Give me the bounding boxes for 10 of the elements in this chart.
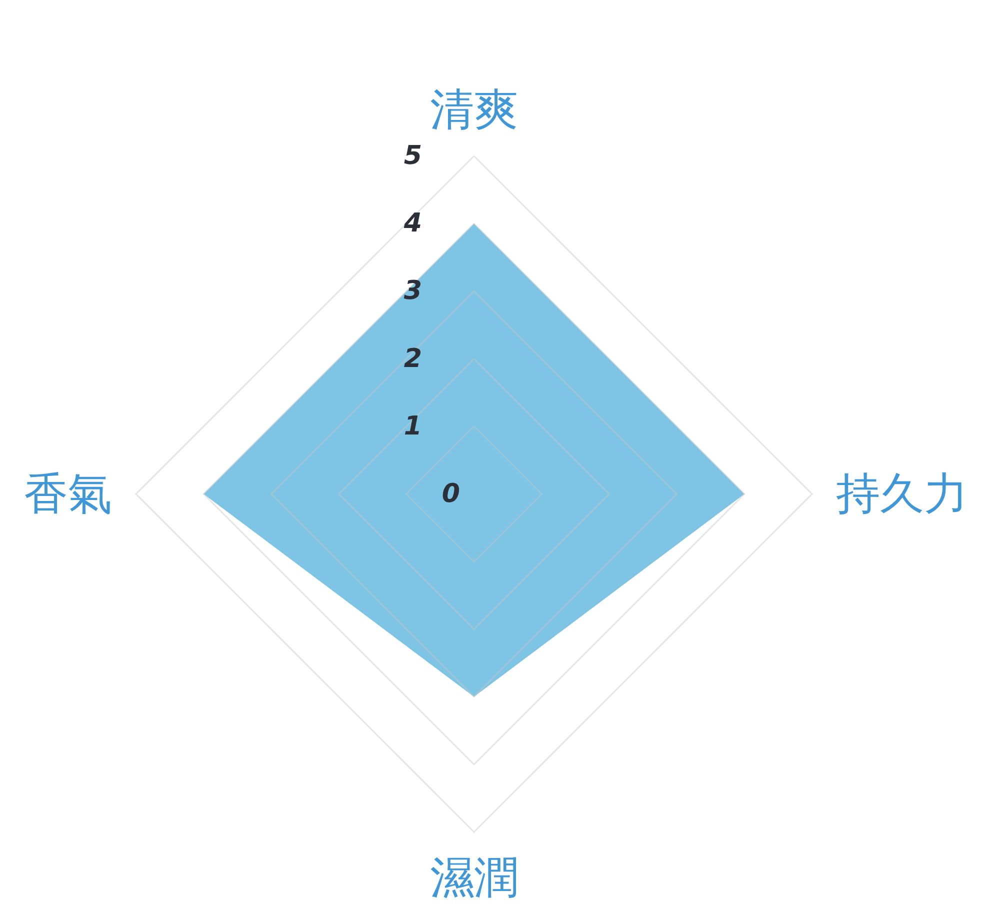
y-tick-label: 3 [404, 276, 422, 306]
spoke-label: 持久力 [836, 468, 968, 520]
y-tick-label: 2 [404, 344, 422, 374]
spoke-label: 濕潤 [430, 852, 518, 904]
y-tick-label: 5 [404, 141, 422, 171]
y-tick-label: 4 [402, 208, 422, 239]
spoke-label: 香氣 [24, 468, 112, 520]
y-tick-label: 1 [404, 411, 422, 442]
spoke-label: 清爽 [430, 84, 518, 136]
y-tick-label: 0 [442, 479, 460, 509]
